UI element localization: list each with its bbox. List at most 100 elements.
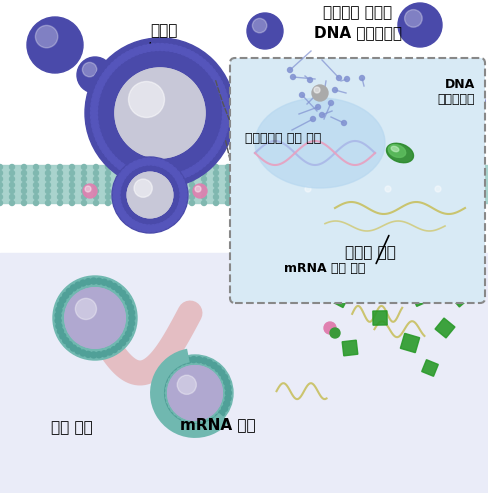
Circle shape (142, 165, 146, 170)
Circle shape (106, 349, 112, 355)
Circle shape (145, 44, 153, 51)
Circle shape (81, 165, 86, 170)
Circle shape (0, 201, 2, 206)
Circle shape (309, 182, 314, 187)
Circle shape (159, 43, 166, 51)
Circle shape (304, 113, 308, 118)
Circle shape (159, 160, 165, 167)
Circle shape (165, 195, 170, 200)
Circle shape (202, 422, 207, 428)
Circle shape (309, 176, 314, 181)
Circle shape (211, 72, 218, 79)
Circle shape (175, 361, 181, 367)
Circle shape (93, 92, 100, 99)
Circle shape (202, 176, 206, 181)
Circle shape (393, 176, 399, 181)
Circle shape (322, 188, 326, 193)
Circle shape (196, 357, 202, 363)
Circle shape (58, 188, 62, 193)
Circle shape (170, 215, 177, 222)
Circle shape (167, 368, 173, 374)
Circle shape (333, 188, 339, 193)
Circle shape (34, 176, 39, 181)
Circle shape (477, 176, 483, 181)
Circle shape (369, 171, 374, 176)
Circle shape (214, 188, 219, 193)
Circle shape (118, 176, 122, 181)
Circle shape (133, 48, 140, 55)
Circle shape (429, 188, 434, 193)
Circle shape (58, 195, 62, 200)
Circle shape (217, 135, 224, 142)
Circle shape (453, 188, 459, 193)
Circle shape (195, 186, 201, 192)
Circle shape (70, 345, 77, 351)
Circle shape (466, 201, 470, 206)
Circle shape (358, 171, 363, 176)
Circle shape (21, 176, 26, 181)
Circle shape (34, 182, 39, 187)
Circle shape (128, 81, 164, 117)
Circle shape (262, 195, 266, 200)
Circle shape (369, 195, 374, 200)
Circle shape (120, 340, 125, 346)
Circle shape (91, 118, 98, 125)
Circle shape (94, 131, 101, 138)
Circle shape (77, 57, 113, 93)
Circle shape (249, 182, 255, 187)
Circle shape (443, 85, 463, 106)
Circle shape (238, 201, 243, 206)
Circle shape (369, 176, 374, 181)
Circle shape (205, 65, 212, 72)
Circle shape (80, 350, 86, 356)
Circle shape (21, 165, 26, 170)
Circle shape (0, 195, 2, 200)
Circle shape (238, 165, 243, 170)
Circle shape (142, 195, 146, 200)
Circle shape (115, 68, 205, 158)
Circle shape (9, 165, 15, 170)
Circle shape (116, 344, 122, 350)
Circle shape (188, 168, 195, 175)
Circle shape (34, 171, 39, 176)
Circle shape (58, 171, 62, 176)
Circle shape (222, 118, 229, 125)
Circle shape (406, 201, 410, 206)
Circle shape (273, 195, 279, 200)
Circle shape (98, 139, 104, 146)
Circle shape (429, 195, 434, 200)
Circle shape (142, 201, 146, 206)
Circle shape (477, 171, 483, 176)
Circle shape (129, 165, 135, 170)
Circle shape (125, 299, 131, 305)
Circle shape (348, 112, 353, 117)
Circle shape (58, 201, 62, 206)
Circle shape (418, 201, 423, 206)
Circle shape (442, 176, 447, 181)
Circle shape (418, 195, 423, 200)
Circle shape (358, 201, 363, 206)
Circle shape (202, 165, 206, 170)
Circle shape (163, 221, 169, 228)
Circle shape (91, 114, 98, 121)
Circle shape (127, 172, 173, 218)
Circle shape (406, 165, 410, 170)
Circle shape (170, 168, 177, 175)
Circle shape (309, 171, 314, 176)
Circle shape (223, 114, 229, 121)
Circle shape (185, 423, 191, 429)
Circle shape (346, 182, 350, 187)
Circle shape (189, 182, 195, 187)
Circle shape (358, 195, 363, 200)
Circle shape (118, 201, 122, 206)
Circle shape (273, 165, 279, 170)
Circle shape (145, 158, 152, 165)
Circle shape (322, 195, 326, 200)
Circle shape (215, 80, 223, 87)
Circle shape (165, 165, 170, 170)
Circle shape (127, 304, 133, 311)
Circle shape (92, 96, 99, 104)
Circle shape (75, 282, 81, 288)
Circle shape (58, 176, 62, 181)
Circle shape (134, 179, 152, 197)
